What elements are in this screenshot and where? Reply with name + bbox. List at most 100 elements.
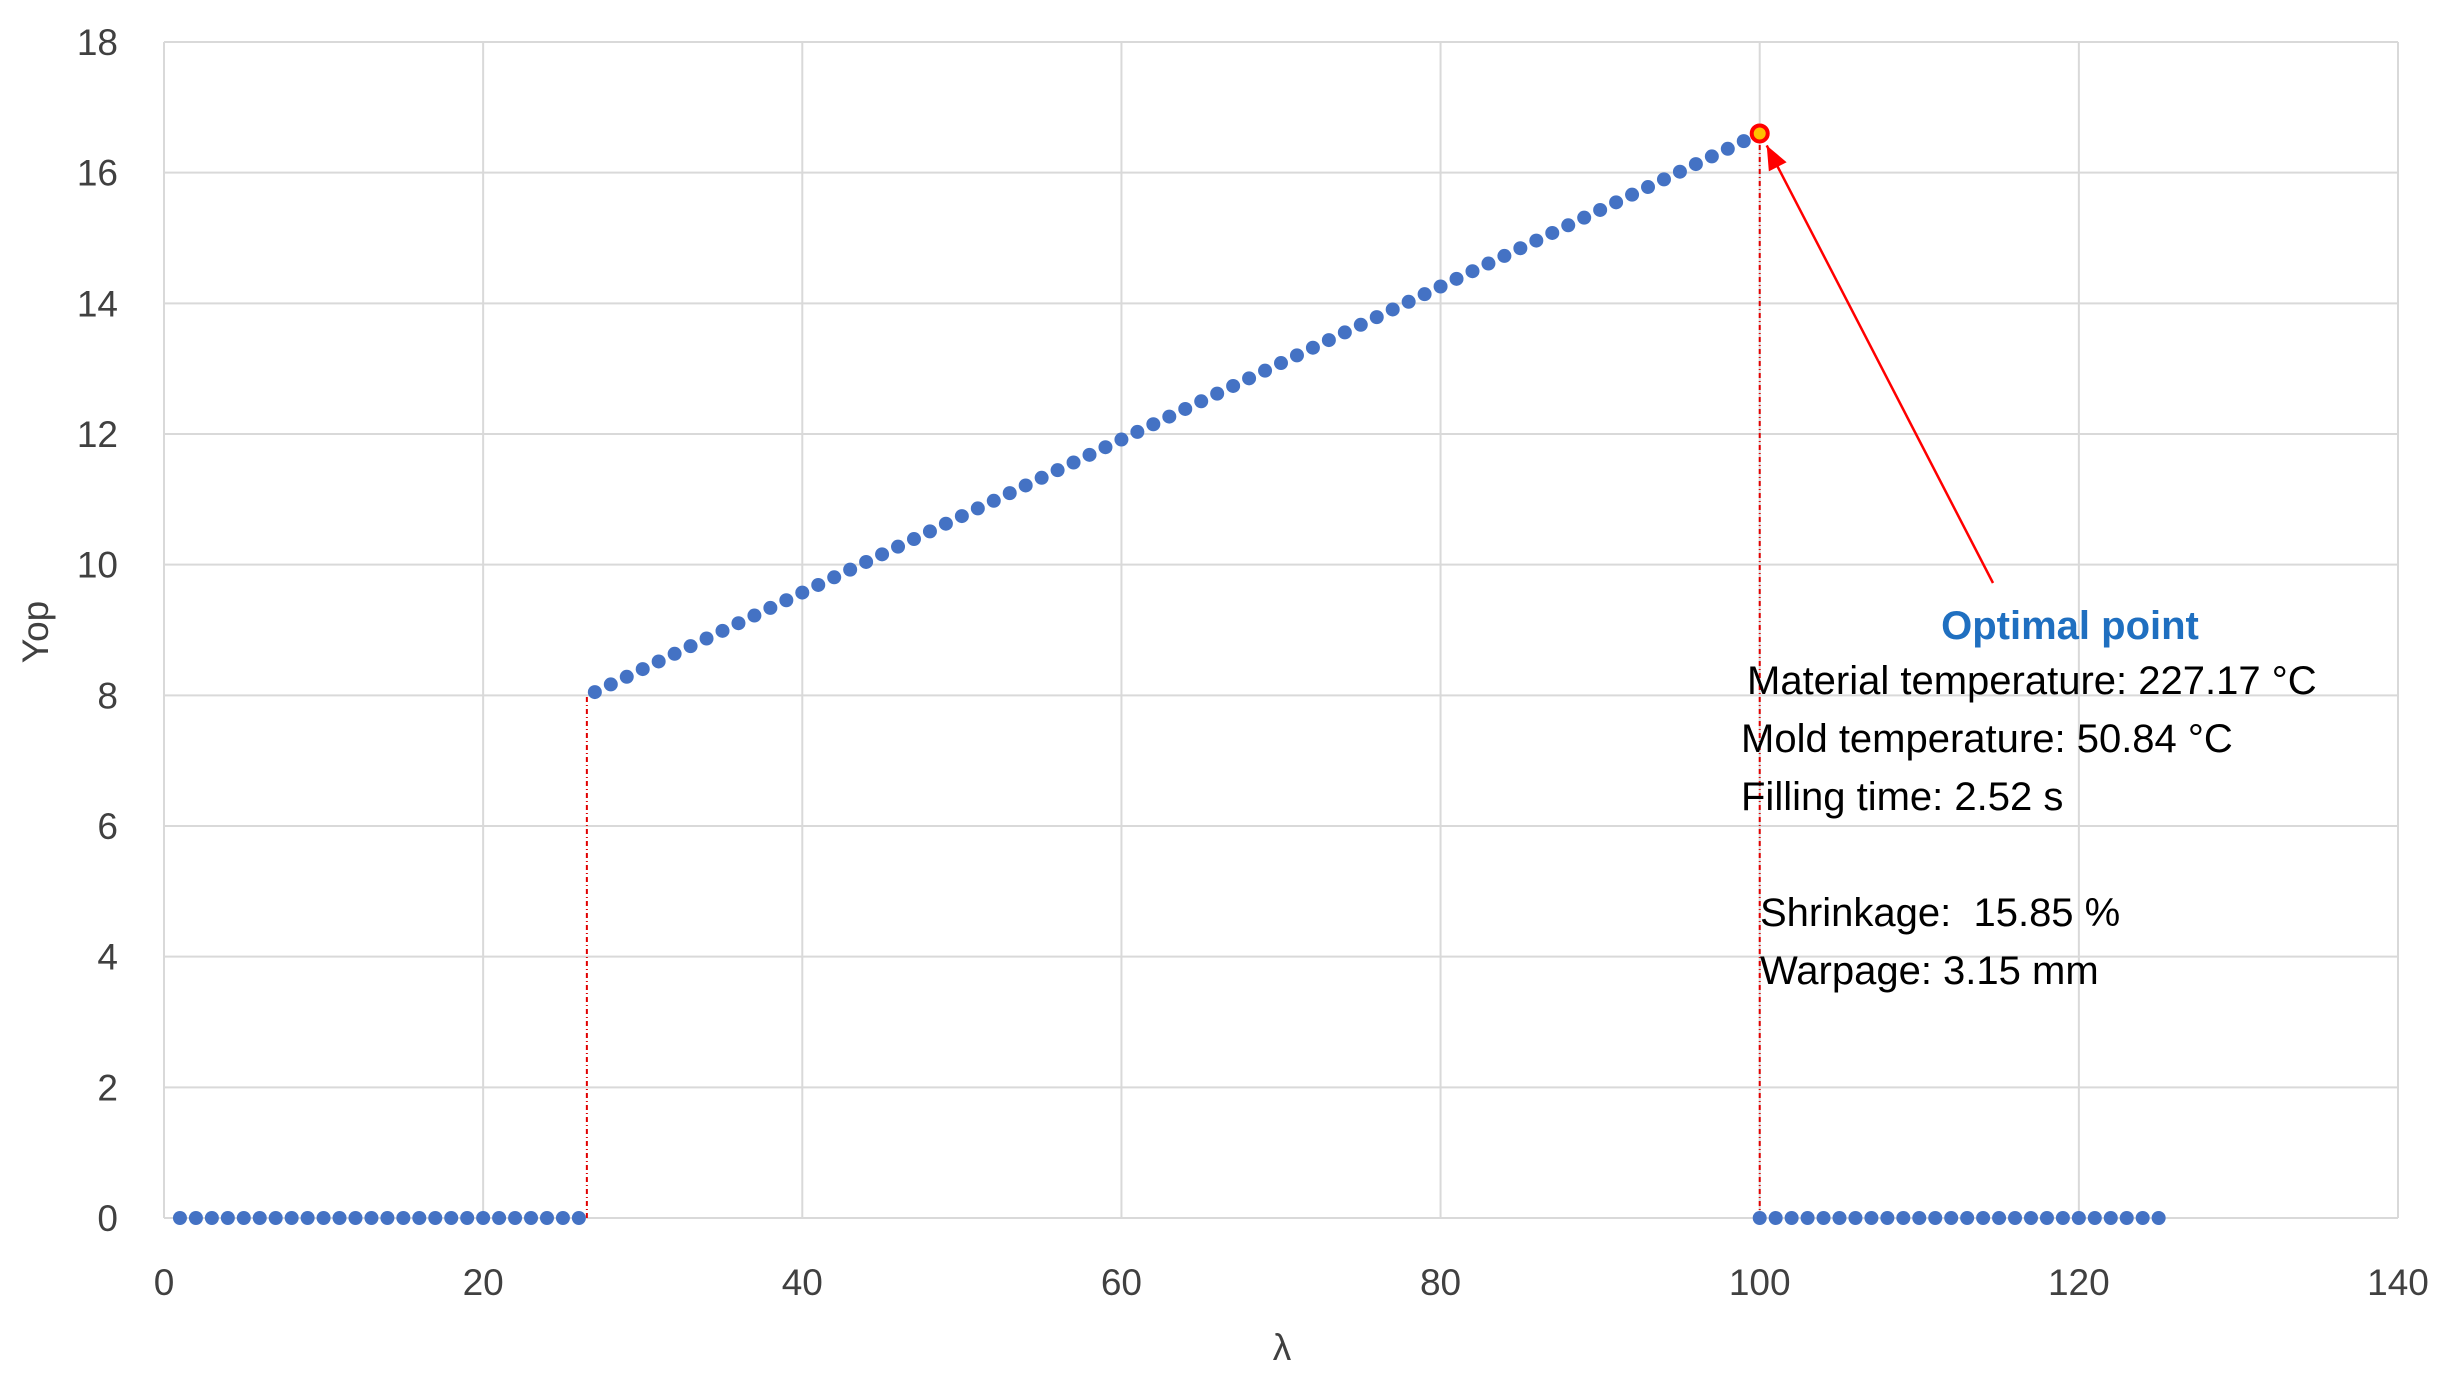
annotation-line: Material temperature: 227.17 °C	[1747, 659, 2317, 703]
x-tick-label: 80	[1420, 1262, 1461, 1303]
data-point	[587, 685, 602, 700]
data-point	[2087, 1211, 2102, 1225]
data-point	[1481, 256, 1496, 271]
data-point	[1960, 1211, 1975, 1225]
data-point	[348, 1211, 363, 1225]
data-point	[1992, 1211, 2007, 1225]
data-point	[1752, 1211, 1767, 1225]
data-point	[1513, 241, 1528, 256]
data-point	[667, 646, 682, 661]
y-tick-label: 2	[97, 1067, 118, 1108]
data-point	[1672, 164, 1687, 179]
data-point	[1114, 432, 1129, 447]
data-point	[938, 516, 953, 531]
data-point	[1337, 325, 1352, 340]
data-point	[1258, 363, 1273, 378]
y-tick-labels: 0 2 4 6 8 10 12 14 16 18	[77, 22, 118, 1239]
data-point	[2071, 1211, 2086, 1225]
data-point	[619, 669, 634, 684]
data-point	[699, 631, 714, 646]
data-point	[1529, 233, 1544, 248]
data-point	[1353, 317, 1368, 332]
data-point	[843, 562, 858, 577]
x-tick-label: 40	[782, 1262, 823, 1303]
data-point	[875, 547, 890, 562]
data-point	[1082, 447, 1097, 462]
arrow-head	[1766, 145, 1787, 172]
data-point	[1385, 302, 1400, 317]
data-point	[1625, 187, 1640, 202]
data-point	[1593, 202, 1608, 217]
data-point	[651, 654, 666, 669]
data-point	[2008, 1211, 2023, 1225]
data-point	[1832, 1211, 1847, 1225]
data-point	[571, 1211, 586, 1225]
data-point	[1816, 1211, 1831, 1225]
data-points	[172, 123, 2166, 1225]
data-point	[1928, 1211, 1943, 1225]
data-point	[2135, 1211, 2150, 1225]
arrow-line	[1765, 144, 1995, 584]
data-point	[1178, 401, 1193, 416]
data-point	[555, 1211, 570, 1225]
x-tick-label: 100	[1729, 1262, 1791, 1303]
data-point	[986, 493, 1001, 508]
data-point	[1720, 141, 1735, 156]
data-point	[316, 1211, 331, 1225]
data-point	[1688, 157, 1703, 172]
data-point	[827, 570, 842, 585]
data-point	[1066, 455, 1081, 470]
data-point	[1321, 333, 1336, 348]
data-point	[1656, 172, 1671, 187]
data-point	[492, 1211, 507, 1225]
data-point	[332, 1211, 347, 1225]
data-point	[603, 677, 618, 692]
data-point	[635, 662, 650, 677]
y-tick-label: 6	[97, 806, 118, 847]
data-point	[906, 532, 921, 547]
data-point	[1944, 1211, 1959, 1225]
y-tick-label: 4	[97, 937, 118, 978]
data-point	[1497, 248, 1512, 263]
data-point	[1002, 486, 1017, 501]
data-point	[747, 608, 762, 623]
data-point	[444, 1211, 459, 1225]
data-point	[1146, 417, 1161, 432]
data-point	[428, 1211, 443, 1225]
data-point	[1210, 386, 1225, 401]
data-point	[476, 1211, 491, 1225]
annotation-line: Shrinkage: 15.85 %	[1760, 891, 2120, 935]
data-point	[891, 539, 906, 554]
data-point	[715, 623, 730, 638]
data-point	[922, 524, 937, 539]
y-tick-label: 16	[77, 153, 118, 194]
data-point	[172, 1211, 187, 1225]
data-point	[1784, 1211, 1799, 1225]
data-point	[1641, 180, 1656, 195]
data-point	[1577, 210, 1592, 225]
data-point	[1098, 440, 1113, 455]
annotation-title: Optimal point	[1941, 604, 2199, 648]
data-point	[1034, 470, 1049, 485]
data-point	[1369, 310, 1384, 325]
annotation-line: Mold temperature: 50.84 °C	[1741, 717, 2233, 761]
data-point	[1848, 1211, 1863, 1225]
data-point	[1018, 478, 1033, 493]
data-point	[2055, 1211, 2070, 1225]
optimal-point-annotation: Optimal point Material temperature: 227.…	[1741, 604, 2317, 993]
y-tick-label: 18	[77, 22, 118, 63]
data-point	[188, 1211, 203, 1225]
x-tick-label: 60	[1101, 1262, 1142, 1303]
data-point	[2023, 1211, 2038, 1225]
data-point	[412, 1211, 427, 1225]
data-point	[1896, 1211, 1911, 1225]
data-point	[1768, 1211, 1783, 1225]
data-point	[1912, 1211, 1927, 1225]
data-point	[2039, 1211, 2054, 1225]
data-point	[300, 1211, 315, 1225]
data-point	[539, 1211, 554, 1225]
data-point	[859, 554, 874, 569]
data-point	[954, 509, 969, 524]
data-point	[1274, 356, 1288, 371]
annotation-arrow	[1765, 144, 1995, 584]
